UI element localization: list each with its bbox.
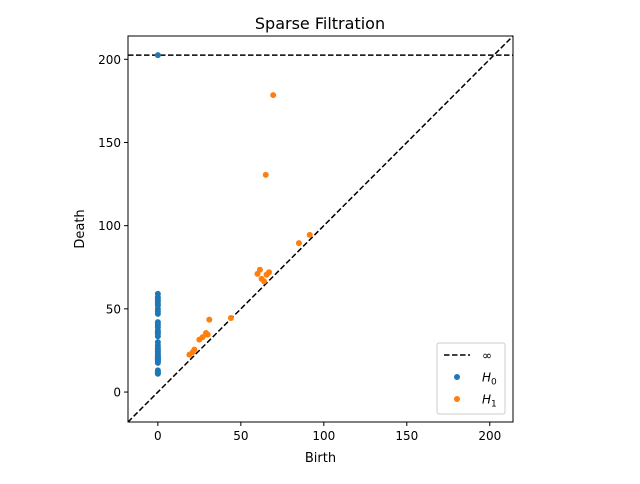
x-tick-label: 50	[233, 429, 248, 443]
point-h1	[206, 316, 213, 323]
y-tick-label: 200	[98, 53, 121, 67]
point-h0	[154, 310, 161, 317]
point-h1	[254, 270, 261, 277]
y-tick-label: 50	[106, 302, 121, 316]
legend-label: ∞	[482, 349, 492, 363]
x-tick-label: 100	[312, 429, 335, 443]
point-h1	[295, 240, 302, 247]
point-h0	[154, 359, 161, 366]
y-tick-label: 0	[113, 386, 121, 400]
x-tick-label: 0	[154, 429, 162, 443]
point-h1	[262, 171, 269, 178]
legend-label: H1	[482, 393, 497, 410]
point-h1	[261, 278, 268, 285]
point-h0	[154, 370, 161, 377]
chart-title: Sparse Filtration	[255, 14, 385, 33]
point-h1	[204, 331, 211, 338]
axes-frame	[127, 35, 514, 423]
legend: ∞ H0 H1	[436, 342, 506, 415]
x-tick-label: 200	[478, 429, 501, 443]
point-h0	[154, 52, 161, 59]
legend-label: H0	[482, 371, 497, 388]
y-tick-label: 150	[98, 136, 121, 150]
x-tick-label: 150	[395, 429, 418, 443]
y-tick-label: 100	[98, 219, 121, 233]
legend-swatch-h0	[454, 374, 460, 380]
point-h1	[186, 351, 193, 358]
point-h1	[227, 315, 234, 322]
point-h1	[270, 92, 277, 99]
axes: 0 50 100 150 200 0 50 100 150 200	[98, 53, 501, 443]
legend-swatch-h1	[454, 396, 460, 402]
point-h1	[263, 271, 270, 278]
plot-area	[128, 36, 513, 422]
point-h1	[306, 231, 313, 238]
legend-box	[436, 342, 506, 415]
diagonal-line	[128, 36, 513, 422]
x-axis-label: Birth	[305, 451, 336, 466]
point-h1	[196, 336, 203, 343]
y-axis-label: Death	[73, 209, 88, 248]
point-h0	[154, 333, 161, 340]
